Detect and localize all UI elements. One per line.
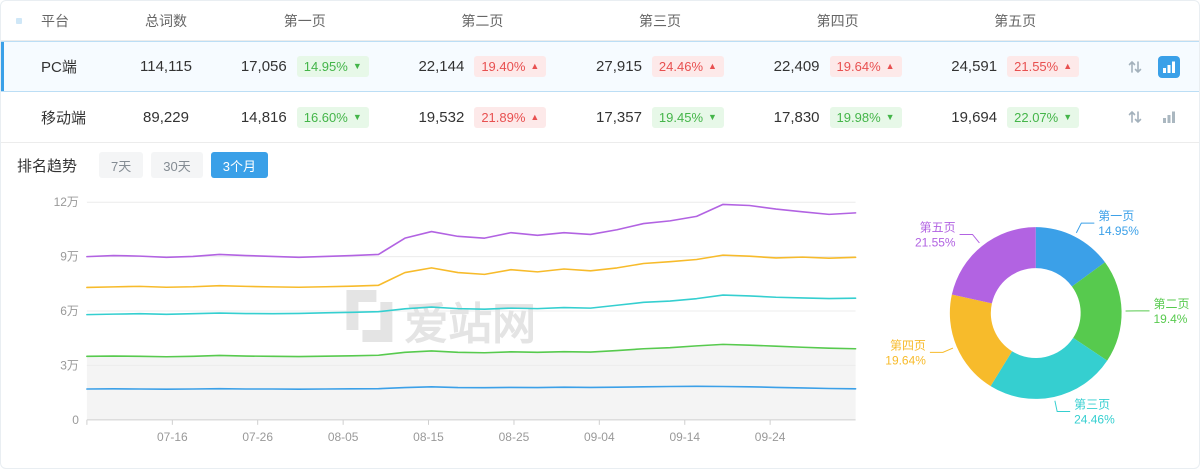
change-percent: 19.64% [836, 59, 881, 74]
sort-arrows-icon[interactable] [1124, 106, 1146, 128]
change-percent: 19.98% [836, 109, 881, 125]
svg-text:0: 0 [72, 413, 79, 427]
keyword-count: 22,144 [418, 58, 465, 75]
header-page-3: 第三页 [638, 12, 681, 29]
sort-arrows-icon[interactable] [1124, 56, 1146, 78]
keyword-count: 19,532 [418, 108, 465, 126]
change-percent: 14.95% [303, 59, 348, 74]
trend-down-icon: ▼ [352, 61, 362, 71]
trend-down-icon: ▼ [885, 111, 895, 122]
page2-cell: 19,532 21.89% ▲ [394, 106, 572, 128]
change-badge: 21.55% ▲ [1007, 56, 1080, 77]
trend-up-icon: ▲ [530, 61, 540, 71]
tab-3-months[interactable]: 3个月 [210, 152, 268, 178]
page4-cell: 17,830 19.98% ▼ [749, 106, 927, 128]
header-platform: 平台 [41, 12, 69, 29]
svg-text:3万: 3万 [60, 358, 79, 372]
trend-chart-icon[interactable] [1157, 55, 1180, 78]
change-badge: 19.98% ▼ [829, 106, 902, 128]
table-row-pc[interactable]: PC端 114,115 17,056 14.95% ▼ 22,144 19.40%… [1, 41, 1199, 92]
trend-controls: 排名趋势 7天 30天 3个月 [1, 143, 1199, 187]
change-percent: 19.40% [481, 59, 526, 74]
keyword-count: 24,591 [951, 58, 998, 75]
page-share-donut-chart: 第一页 14.95% 第二页 19.4% 第三页 24.46% 第四页 19.64% 第五页 21… [885, 209, 1189, 427]
change-badge: 24.46% ▲ [651, 56, 724, 77]
table-header: 平台 总词数 第一页 第二页 第三页 第四页 第五页 [1, 1, 1199, 41]
trend-up-icon: ▲ [708, 61, 717, 71]
change-percent: 21.89% [481, 109, 526, 125]
total-words-value: 114,115 [140, 58, 192, 75]
change-badge: 19.45% ▼ [651, 106, 724, 128]
header-page-5: 第五页 [994, 12, 1037, 29]
change-badge: 16.60% ▼ [296, 106, 369, 128]
svg-text:09-04: 09-04 [584, 430, 615, 444]
change-percent: 21.55% [1014, 59, 1059, 74]
page4-cell: 22,409 19.64% ▲ [749, 56, 927, 77]
svg-text:9万: 9万 [60, 250, 79, 264]
trend-down-icon: ▼ [1063, 111, 1073, 122]
svg-text:09-24: 09-24 [755, 430, 786, 444]
svg-text:09-14: 09-14 [669, 430, 700, 444]
keyword-count: 14,816 [240, 108, 287, 126]
trend-chart-icon[interactable] [1158, 106, 1180, 128]
change-badge: 22.07% ▼ [1007, 106, 1080, 128]
svg-text:08-15: 08-15 [413, 430, 444, 444]
change-percent: 24.46% [658, 59, 704, 74]
change-percent: 19.45% [658, 109, 704, 125]
keyword-count: 17,357 [596, 108, 642, 126]
trend-up-icon: ▲ [1063, 61, 1073, 71]
header-page-1: 第一页 [283, 12, 326, 29]
keyword-count: 27,915 [596, 58, 642, 75]
change-percent: 16.60% [303, 109, 348, 125]
bullet-icon [16, 18, 22, 24]
rank-trend-line-chart: 0 3万 6万 9万 12万 07-16 07-26 08-05 08-15 08-25 09-04… [54, 195, 857, 444]
header-total-words: 总词数 [145, 12, 187, 29]
total-words-value: 89,229 [143, 108, 189, 126]
svg-text:6万: 6万 [60, 304, 79, 318]
svg-text:08-25: 08-25 [499, 430, 530, 444]
table-row-mobile[interactable]: 移动端 89,229 14,816 16.60% ▼ 19,532 21.89% ▲… [1, 92, 1199, 143]
keyword-count: 17,056 [240, 58, 287, 75]
page2-cell: 22,144 19.40% ▲ [394, 56, 572, 77]
svg-text:12万: 12万 [54, 195, 79, 209]
page3-cell: 17,357 19.45% ▼ [571, 106, 749, 128]
page5-cell: 19,694 22.07% ▼ [926, 106, 1104, 128]
trend-down-icon: ▼ [352, 111, 362, 122]
tab-7-days[interactable]: 7天 [99, 152, 144, 178]
trend-up-icon: ▲ [885, 61, 895, 71]
page5-cell: 24,591 21.55% ▲ [926, 56, 1104, 77]
row-actions [1104, 55, 1199, 78]
change-badge: 19.40% ▲ [474, 56, 547, 77]
platform-label: 移动端 [41, 109, 87, 127]
svg-text:07-16: 07-16 [157, 430, 188, 444]
row-actions [1104, 106, 1199, 128]
charts-area: 0 3万 6万 9万 12万 07-16 07-26 08-05 08-15 08-25 09-04… [1, 187, 1199, 462]
header-page-4: 第四页 [816, 12, 859, 29]
trend-up-icon: ▲ [530, 111, 540, 122]
page1-cell: 14,816 16.60% ▼ [216, 106, 394, 128]
trend-down-icon: ▼ [708, 111, 717, 122]
header-page-2: 第二页 [461, 12, 504, 29]
change-badge: 19.64% ▲ [829, 56, 902, 77]
keyword-count: 22,409 [773, 58, 820, 75]
page1-cell: 17,056 14.95% ▼ [216, 56, 394, 77]
change-badge: 21.89% ▲ [474, 106, 547, 128]
svg-text:07-26: 07-26 [242, 430, 273, 444]
tab-30-days[interactable]: 30天 [151, 152, 203, 178]
change-badge: 14.95% ▼ [296, 56, 369, 77]
page3-cell: 27,915 24.46% ▲ [571, 56, 749, 77]
keyword-count: 19,694 [951, 108, 998, 126]
change-percent: 22.07% [1014, 109, 1059, 125]
svg-text:08-05: 08-05 [328, 430, 359, 444]
keyword-count: 17,830 [773, 108, 820, 126]
platform-label: PC端 [41, 59, 77, 76]
trend-title: 排名趋势 [17, 157, 78, 175]
